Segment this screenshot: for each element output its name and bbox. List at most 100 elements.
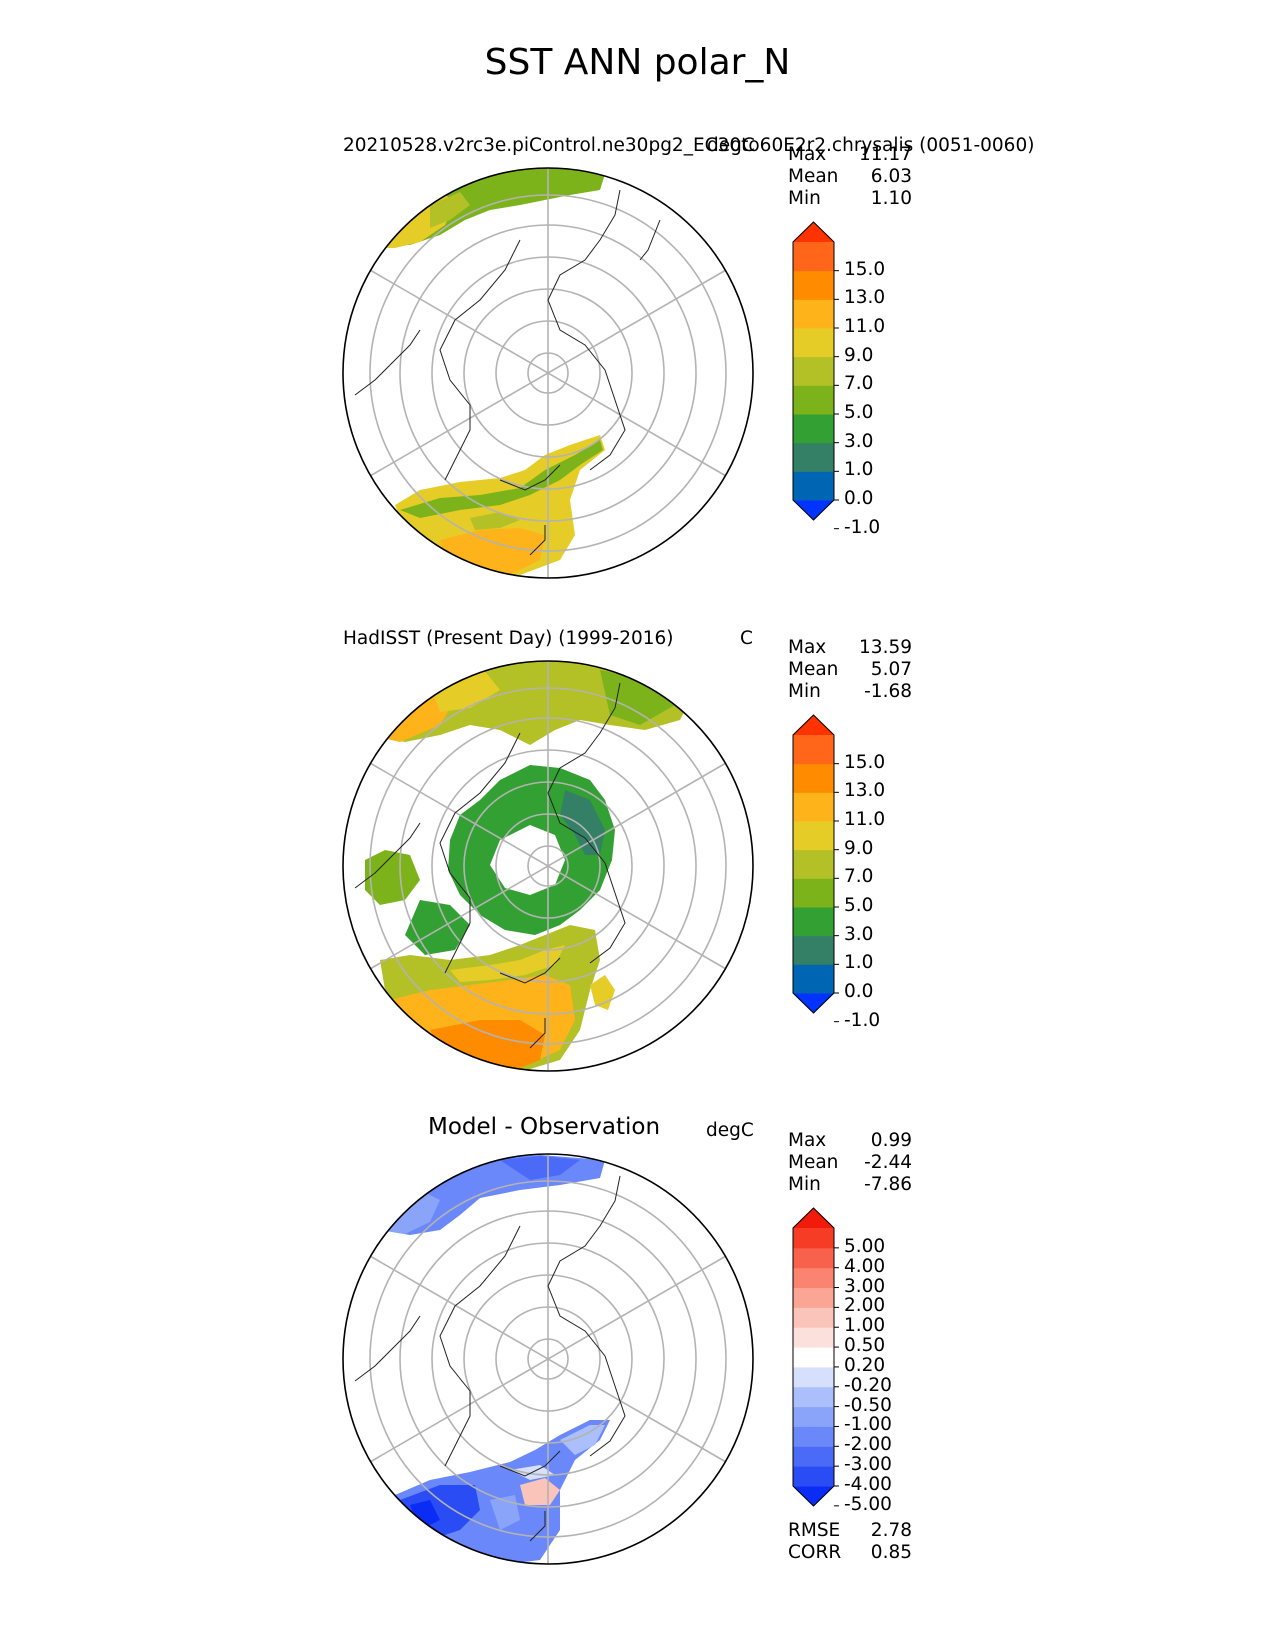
- colorbar-tick-label: 11.0: [844, 316, 886, 337]
- panel2-colorbar: [792, 714, 839, 1023]
- colorbar-tick-label: -0.20: [844, 1374, 892, 1396]
- colorbar-tick-label: -4.00: [844, 1474, 892, 1495]
- colorbar-tick-label: 0.20: [844, 1354, 886, 1376]
- colorbar-segment: [793, 242, 834, 272]
- colorbar-segment: [793, 1267, 834, 1289]
- colorbar-tick-label: -1.0: [844, 516, 881, 538]
- colorbar-segment: [793, 328, 834, 358]
- colorbar-tick-label: 11.0: [844, 809, 886, 830]
- colorbar-extend-high: [793, 222, 834, 242]
- panel3-min-label: Min: [788, 1174, 821, 1195]
- colorbar-segment: [793, 1287, 834, 1308]
- colorbar-segment: [793, 1307, 834, 1328]
- figure-title: SST ANN polar_N: [484, 42, 791, 83]
- panel1-min-value: 1.10: [870, 188, 912, 209]
- panel1-min-label: Min: [788, 188, 821, 209]
- panel1-max-value: 11.17: [859, 144, 912, 165]
- colorbar-tick-label: 1.0: [844, 952, 874, 974]
- colorbar-extend-low: [793, 1486, 834, 1506]
- colorbar-tick-label: 1.00: [844, 1315, 886, 1337]
- colorbar-segment: [793, 849, 834, 879]
- colorbar-tick-label: 15.0: [844, 751, 886, 773]
- colorbar-segment: [793, 1228, 834, 1249]
- panel3-left-title: Model - Observation: [428, 1114, 661, 1140]
- colorbar-tick-label: 9.0: [844, 837, 874, 859]
- colorbar-tick-label: 3.00: [844, 1275, 886, 1297]
- colorbar-segment: [793, 907, 834, 937]
- panel3-map-boundary: [342, 1153, 754, 1565]
- colorbar-segment: [793, 270, 834, 300]
- colorbar-tick-label: 4.00: [844, 1255, 886, 1277]
- panel1-max-label: Max: [788, 144, 827, 165]
- colorbar-segment: [793, 385, 834, 415]
- panel1-right-title: degC: [707, 135, 755, 156]
- colorbar-segment: [793, 414, 834, 444]
- panel3-min-value: -7.86: [864, 1174, 912, 1195]
- colorbar-segment: [793, 1386, 834, 1408]
- colorbar-tick-label: 13.0: [844, 780, 886, 802]
- colorbar-segment: [793, 1366, 834, 1388]
- panel2-mean-value: 5.07: [870, 659, 912, 680]
- panel2-left-title: HadISST (Present Day) (1999-2016): [343, 628, 674, 649]
- colorbar-segment: [793, 964, 834, 994]
- panel3-max-value: 0.99: [870, 1130, 912, 1151]
- colorbar-tick-label: 9.0: [844, 344, 874, 366]
- panel1-map-boundary: [342, 167, 754, 579]
- colorbar-tick-label: 5.0: [844, 895, 874, 916]
- colorbar-segment: [793, 1327, 834, 1348]
- colorbar-tick-label: 3.0: [844, 923, 874, 945]
- colorbar-tick-label: -0.50: [844, 1394, 892, 1416]
- colorbar-segment: [793, 1247, 834, 1269]
- panel2-min-label: Min: [788, 681, 821, 702]
- panel3-max-label: Max: [788, 1130, 827, 1151]
- colorbar-tick-label: 7.0: [844, 373, 874, 395]
- colorbar-tick-label: -1.0: [844, 1009, 881, 1031]
- colorbar-outline: [792, 714, 835, 1014]
- colorbar-segment: [793, 1466, 834, 1487]
- colorbar-segment: [793, 356, 834, 386]
- panel2-max-value: 13.59: [859, 637, 912, 658]
- colorbar-segment: [793, 442, 834, 472]
- panel3-right-title: degC: [706, 1120, 754, 1141]
- colorbar-segment: [793, 735, 834, 765]
- colorbar-segment: [793, 1406, 834, 1427]
- colorbar-tick-label: 1.0: [844, 459, 874, 481]
- colorbar-outline: [792, 1207, 835, 1507]
- colorbar-tick-label: 2.00: [844, 1295, 886, 1317]
- colorbar-tick-label: 15.0: [844, 258, 886, 280]
- colorbar-tick-label: -3.00: [844, 1454, 892, 1476]
- colorbar-segment: [793, 763, 834, 793]
- panel3-rmse-value: 2.78: [870, 1520, 912, 1541]
- colorbar-tick-label: 13.0: [844, 287, 886, 309]
- panel2-max-label: Max: [788, 637, 827, 658]
- colorbar-segment: [793, 1446, 834, 1467]
- colorbar-tick-label: -2.00: [844, 1434, 892, 1456]
- panel1-mean-value: 6.03: [870, 166, 912, 187]
- colorbar-segment: [793, 792, 834, 822]
- colorbar-segment: [793, 821, 834, 851]
- colorbar-extend-high: [793, 715, 834, 735]
- panel1-mean-label: Mean: [788, 166, 839, 187]
- colorbar-extend-low: [793, 500, 834, 520]
- panel2-min-value: -1.68: [864, 681, 912, 702]
- panel1-colorbar: [792, 221, 839, 530]
- colorbar-tick-label: 5.0: [844, 402, 874, 423]
- panel3-corr-value: 0.85: [870, 1542, 912, 1563]
- colorbar-tick-label: 0.0: [844, 488, 874, 509]
- colorbar-segment: [793, 878, 834, 908]
- colorbar-tick-label: 3.0: [844, 430, 874, 452]
- colorbar-tick-label: -1.00: [844, 1414, 892, 1436]
- colorbar-segment: [793, 1347, 834, 1368]
- panel3-mean-value: -2.44: [864, 1152, 912, 1173]
- colorbar-tick-label: 0.0: [844, 981, 874, 1002]
- panel3-corr-label: CORR: [788, 1542, 842, 1563]
- colorbar-segment: [793, 471, 834, 501]
- panel1-left-title: 20210528.v2rc3e.piControl.ne30pg2_EC30to…: [343, 135, 1035, 156]
- colorbar-tick-label: 0.50: [844, 1335, 886, 1357]
- panel1-map: [343, 168, 753, 578]
- panel2-right-title: C: [740, 628, 753, 649]
- panel3-mean-label: Mean: [788, 1152, 839, 1173]
- panel3-colorbar: [792, 1207, 839, 1507]
- colorbar-tick-label: 7.0: [844, 866, 874, 888]
